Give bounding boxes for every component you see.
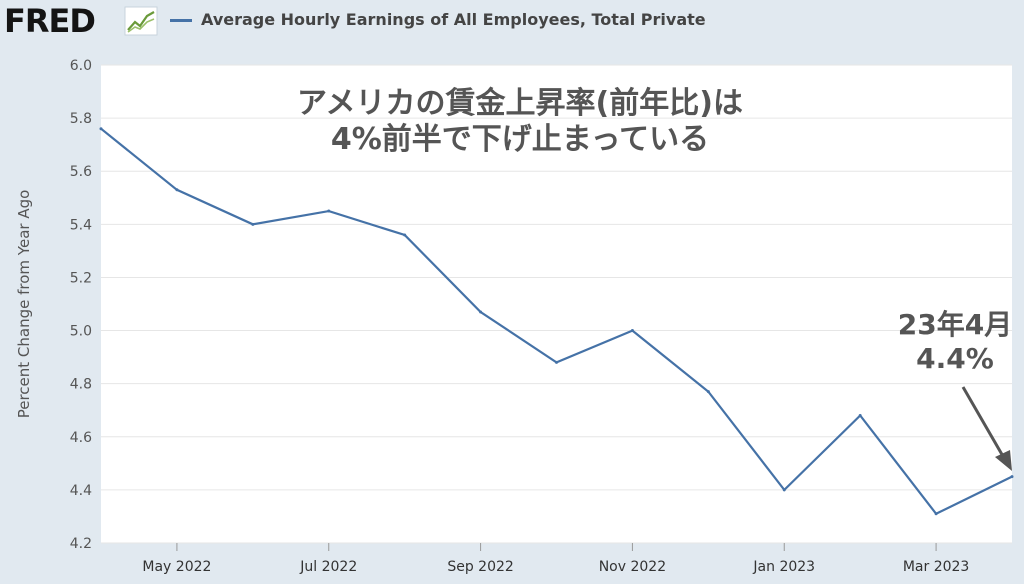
- y-axis-label: Percent Change from Year Ago: [15, 190, 33, 419]
- header: FRED Average Hourly Earnings of All Empl…: [0, 0, 1024, 44]
- x-tick-label: Jul 2022: [299, 559, 357, 575]
- x-tick-label: Jan 2023: [752, 559, 815, 575]
- data-point-2022-06[interactable]: [251, 222, 255, 226]
- fred-logo[interactable]: FRED: [4, 2, 96, 40]
- annotation-point-line2: 4.4%: [916, 342, 994, 375]
- data-point-2022-12[interactable]: [706, 390, 710, 394]
- x-tick-label: Sep 2022: [447, 559, 513, 575]
- legend-swatch: [170, 19, 192, 22]
- data-point-2022-05[interactable]: [175, 188, 179, 192]
- x-tick-label: May 2022: [142, 559, 211, 575]
- data-point-2022-08[interactable]: [403, 233, 407, 237]
- y-tick-label: 5.8: [70, 111, 92, 127]
- x-tick-label: Nov 2022: [599, 559, 666, 575]
- y-tick-label: 5.2: [70, 270, 92, 286]
- data-point-2022-07[interactable]: [327, 209, 331, 213]
- y-tick-label: 5.6: [70, 164, 92, 180]
- plot-area: [101, 65, 1012, 543]
- annotation-point-line1: 23年4月: [897, 308, 1013, 341]
- data-point-2022-10[interactable]: [555, 360, 558, 364]
- y-tick-label: 4.6: [70, 430, 92, 446]
- legend-series-label: Average Hourly Earnings of All Employees…: [201, 10, 706, 29]
- annotation-title: アメリカの賃金上昇率(前年比)は 4%前半で下げ止まっている: [260, 86, 780, 158]
- y-tick-label: 5.4: [70, 217, 92, 233]
- annotation-title-line2: 4%前半で下げ止まっている: [330, 122, 710, 157]
- y-tick-label: 5.0: [70, 324, 92, 340]
- y-tick-label: 6.0: [70, 58, 92, 74]
- data-point-2022-09[interactable]: [479, 310, 483, 314]
- annotation-title-line1: アメリカの賃金上昇率(前年比)は: [297, 86, 743, 121]
- grid: [101, 64, 1012, 544]
- data-point-2023-01[interactable]: [782, 488, 786, 492]
- x-tick-label: Mar 2023: [903, 559, 970, 575]
- x-axis-ticks: May 2022 Jul 2022 Sep 2022 Nov 2022 Jan 2023…: [142, 543, 969, 575]
- line-chart-icon: [124, 6, 158, 36]
- series-points: [99, 127, 1014, 516]
- data-point-2022-11[interactable]: [630, 329, 634, 333]
- data-point-2023-02[interactable]: [858, 414, 862, 418]
- data-point-2023-03[interactable]: [934, 512, 938, 516]
- data-point-2022-04[interactable]: [99, 127, 103, 131]
- annotation-arrow: [961, 386, 1012, 471]
- data-point-2023-04[interactable]: [1010, 475, 1014, 479]
- y-tick-label: 4.2: [70, 536, 92, 552]
- y-tick-label: 4.4: [70, 483, 92, 499]
- y-tick-label: 4.8: [70, 377, 92, 393]
- y-axis-ticks: 4.2 4.4 4.6 4.8 5.0 5.2 5.4 5.6 5.8 6.0: [70, 58, 92, 552]
- annotation-point: 23年4月 4.4%: [880, 308, 1024, 376]
